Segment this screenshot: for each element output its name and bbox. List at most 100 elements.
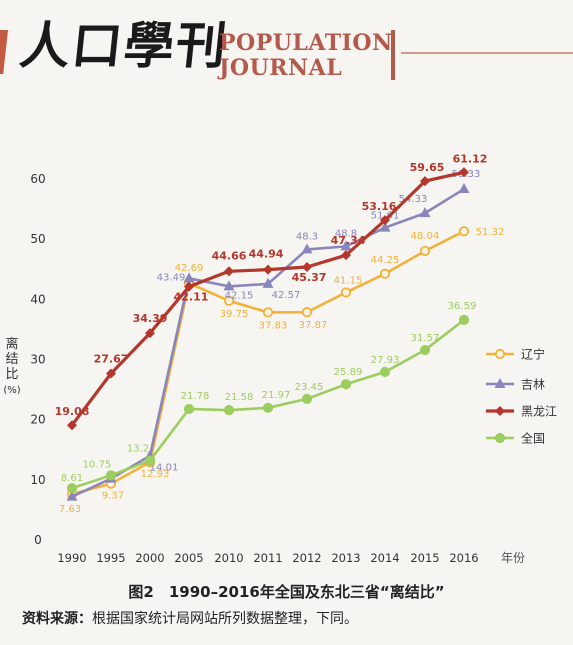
header-rule bbox=[401, 52, 573, 54]
data-point-circle bbox=[301, 307, 313, 318]
x-tick-label: 2016 bbox=[449, 551, 478, 565]
data-point-circle bbox=[340, 287, 352, 298]
data-point-circle bbox=[105, 470, 117, 481]
data-point-circle bbox=[419, 245, 431, 257]
data-point-triangle bbox=[262, 277, 274, 288]
legend-marker bbox=[494, 378, 506, 388]
data-label: 53.16 bbox=[362, 200, 397, 213]
data-point-diamond bbox=[420, 176, 430, 187]
data-label: 41.15 bbox=[334, 275, 363, 286]
data-point-circle bbox=[419, 344, 431, 356]
data-point-triangle bbox=[340, 240, 352, 251]
y-tick-label: 50 bbox=[30, 232, 45, 246]
data-label: 44.66 bbox=[212, 249, 247, 262]
data-label: 39.75 bbox=[220, 309, 249, 320]
y-axis-label-part: (%) bbox=[3, 385, 20, 396]
data-label: 44.25 bbox=[371, 255, 400, 266]
data-label: 27.93 bbox=[371, 355, 400, 366]
data-label: 42.57 bbox=[272, 290, 301, 301]
data-point-circle bbox=[458, 226, 470, 237]
data-label: 23.45 bbox=[295, 382, 324, 393]
x-tick-label: 2010 bbox=[214, 551, 243, 565]
source-text: 根据国家统计局网站所列数据整理，下同。 bbox=[92, 611, 358, 627]
data-point-diamond bbox=[302, 262, 312, 273]
x-tick-label: 2015 bbox=[410, 551, 439, 565]
y-axis-label-part: 结 bbox=[5, 352, 18, 367]
source-label: 资料来源： bbox=[22, 611, 92, 627]
data-label: 10.75 bbox=[83, 459, 112, 470]
data-point-diamond bbox=[263, 264, 273, 275]
x-tick-label: 1995 bbox=[96, 551, 125, 565]
y-axis-label-part: 离 bbox=[5, 336, 18, 352]
data-label: 61.12 bbox=[453, 152, 488, 165]
x-tick-label: 2013 bbox=[331, 551, 360, 565]
data-label: 21.78 bbox=[181, 391, 210, 402]
data-label: 25.89 bbox=[334, 367, 363, 378]
legend-marker bbox=[494, 348, 506, 360]
data-point-circle bbox=[144, 455, 156, 466]
x-tick-label: 2014 bbox=[370, 551, 399, 565]
journal-logo-english-line1: POPULATION bbox=[219, 30, 393, 56]
data-label: 42.15 bbox=[225, 290, 254, 301]
journal-header: 人口學刊 POPULATION JOURNAL bbox=[0, 0, 573, 95]
data-point-diamond bbox=[145, 328, 155, 339]
journal-logo-english-line2: JOURNAL bbox=[219, 55, 343, 81]
data-point-diamond bbox=[459, 167, 469, 178]
data-label: 48.04 bbox=[411, 231, 440, 242]
data-label: 42.69 bbox=[175, 263, 204, 274]
data-label: 37.87 bbox=[299, 320, 328, 331]
data-label: 42.11 bbox=[174, 291, 209, 304]
x-tick-label: 2005 bbox=[174, 551, 203, 565]
legend-label: 辽宁 bbox=[521, 347, 545, 362]
data-label: 31.57 bbox=[411, 333, 440, 344]
x-tick-label: 2000 bbox=[135, 551, 164, 565]
data-point-circle bbox=[262, 402, 274, 413]
legend-label: 全国 bbox=[521, 431, 545, 446]
data-point-circle bbox=[379, 366, 391, 378]
x-tick-label: 1990 bbox=[57, 551, 86, 565]
data-label: 21.97 bbox=[262, 390, 291, 401]
x-tick-label: 2012 bbox=[292, 551, 321, 565]
data-label: 9.37 bbox=[102, 491, 124, 502]
legend-marker bbox=[495, 406, 505, 416]
data-label: 8.61 bbox=[61, 473, 83, 484]
data-label: 43.49 bbox=[157, 272, 186, 283]
data-point-triangle bbox=[66, 490, 78, 501]
y-tick-label: 20 bbox=[30, 413, 45, 427]
data-point-triangle bbox=[379, 221, 391, 232]
data-label: 19.08 bbox=[55, 405, 90, 418]
y-tick-label: 30 bbox=[30, 353, 45, 367]
data-point-circle bbox=[379, 268, 391, 279]
data-point-triangle bbox=[419, 207, 431, 218]
data-point-circle bbox=[66, 483, 78, 494]
data-label: 12.93 bbox=[141, 469, 170, 480]
data-point-diamond bbox=[67, 420, 77, 431]
data-label: 54.33 bbox=[399, 194, 428, 205]
figure-caption: 图2 1990–2016年全国及东北三省“离结比” bbox=[128, 583, 445, 601]
data-point-triangle bbox=[223, 280, 235, 291]
data-point-triangle bbox=[301, 243, 313, 254]
series-line-3 bbox=[70, 170, 465, 427]
data-point-triangle bbox=[458, 183, 470, 194]
legend-label: 黑龙江 bbox=[521, 405, 557, 419]
data-label: 27.67 bbox=[94, 353, 129, 366]
data-point-diamond bbox=[380, 215, 390, 226]
data-label: 59.65 bbox=[410, 161, 445, 174]
y-tick-label: 0 bbox=[34, 533, 42, 547]
data-label: 44.94 bbox=[249, 248, 284, 261]
header-divider-bar bbox=[391, 30, 395, 80]
data-label: 34.39 bbox=[133, 312, 168, 325]
figure-source: 资料来源：根据国家统计局网站所列数据整理，下同。 bbox=[22, 608, 358, 628]
data-point-diamond bbox=[341, 250, 351, 261]
data-label: 51.32 bbox=[476, 227, 505, 238]
data-label: 7.63 bbox=[59, 504, 81, 515]
data-point-diamond bbox=[224, 266, 234, 277]
data-label: 48.8 bbox=[335, 228, 357, 239]
data-label: 45.37 bbox=[292, 271, 327, 284]
x-tick-label: 2011 bbox=[253, 551, 282, 565]
data-label: 37.83 bbox=[259, 320, 288, 331]
y-axis-label-part: 比 bbox=[5, 367, 18, 382]
data-point-diamond bbox=[184, 281, 194, 292]
data-point-circle bbox=[183, 403, 195, 415]
